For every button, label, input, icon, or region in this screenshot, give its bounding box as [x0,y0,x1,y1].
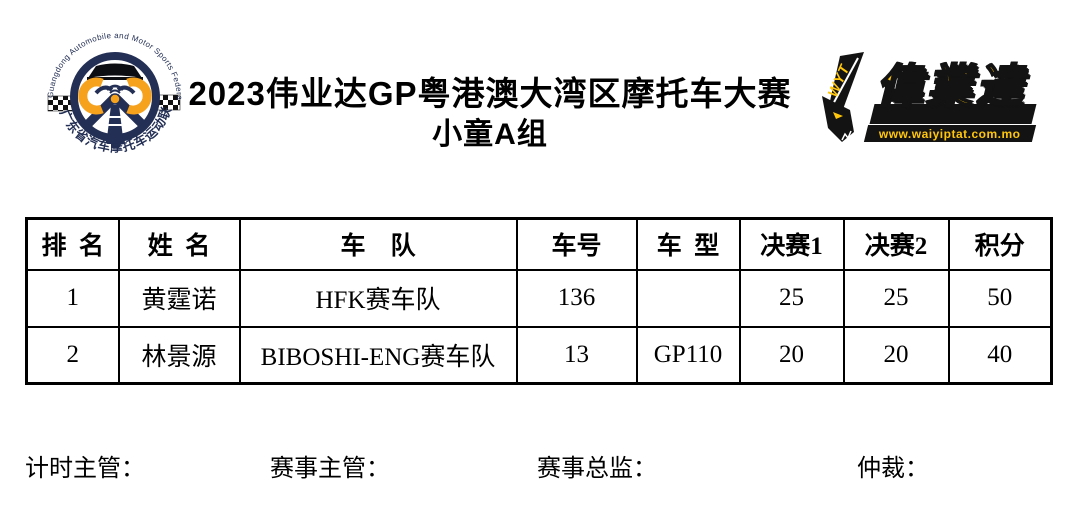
cell-model: GP110 [635,325,741,385]
header-cell-number: 车号 [515,217,638,271]
results-header-row: 排 名 姓 名 车 队 车号 车 型 决赛1 决赛2 积分 [25,217,1053,271]
cell-team: HFK赛车队 [238,268,518,328]
federation-logo: Guangdong Automobile and Motor Sports Fe… [31,8,190,172]
cell-rank: 1 [25,268,120,328]
result-row-1: 1 黄霆诺 HFK赛车队 136 25 25 50 [25,268,1053,328]
cell-final2: 20 [842,325,950,385]
result-row-2: 2 林景源 BIBOSHI-ENG赛车队 13 GP110 20 20 40 [25,325,1053,385]
cell-name: 林景源 [117,325,241,385]
header-cell-model: 车 型 [635,217,741,271]
sponsor-logo: WYT 偉業達 www.waiyiptat.com.mo [820,52,1037,146]
cell-points: 40 [947,325,1053,385]
cell-number: 13 [515,325,638,385]
cell-name: 黄霆诺 [117,268,241,328]
car-silhouette-icon [88,63,142,78]
header-cell-rank: 排 名 [25,217,120,271]
race-director-label: 赛事总监： [537,456,657,482]
officials-signature-row: 计时主管： 赛事主管： 赛事总监： 仲裁： [0,455,1080,485]
cell-model [635,268,741,328]
cell-points: 50 [947,268,1053,328]
federation-badge-icon: Guangdong Automobile and Motor Sports Fe… [31,8,183,155]
cell-final2: 25 [842,268,950,328]
sponsor-tiger-icon: WYT [822,52,864,142]
header-cell-points: 积分 [947,217,1053,271]
left-g-icon [78,77,104,115]
header-cell-team: 车 队 [238,217,518,271]
results-table: 排 名 姓 名 车 队 车号 车 型 决赛1 决赛2 积分 1 黄霆诺 HFK赛… [25,217,1053,385]
event-title: 2023伟业达GP粤港澳大湾区摩托车大赛 [188,75,792,112]
class-title: 小童A组 [432,118,548,151]
sponsor-website: www.waiyiptat.com.mo [879,126,1021,141]
cell-number: 136 [515,268,638,328]
timing-supervisor-label: 计时主管： [25,456,145,482]
cell-final1: 20 [738,325,845,385]
cell-rank: 2 [25,325,120,385]
page-title: 2023伟业达GP粤港澳大湾区摩托车大赛 小童A组 [170,74,810,154]
motorcycle-icon [94,84,136,148]
sponsor-brand-text: 偉業達 [875,59,1026,113]
arbitrator-label: 仲裁： [857,456,929,482]
sponsor-website-bar: www.waiyiptat.com.mo [863,125,1037,142]
race-supervisor-label: 赛事主管： [270,456,390,482]
header-cell-name: 姓 名 [117,217,241,271]
cell-team: BIBOSHI-ENG赛车队 [238,325,518,385]
header-cell-final2: 决赛2 [842,217,950,271]
cell-final1: 25 [738,268,845,328]
header-cell-final1: 决赛1 [738,217,845,271]
right-g-icon [126,77,152,115]
